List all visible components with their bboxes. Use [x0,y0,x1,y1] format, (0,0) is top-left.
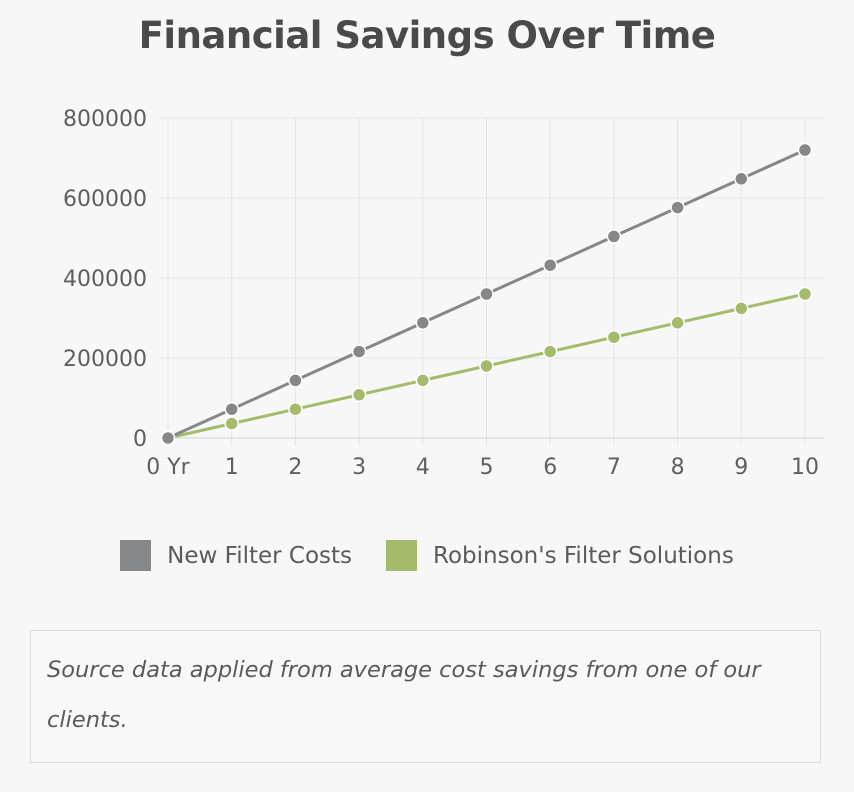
x-tick-label: 7 [607,455,621,480]
data-point [606,329,622,345]
x-tick-label: 4 [416,455,430,480]
line-chart: 0 200000 400000 600000 800000 0 Yr 1 2 3 4 5 6 7 8 9 10 [63,107,824,480]
data-point [797,142,813,158]
data-point [606,229,622,244]
data-point [479,358,494,374]
data-point [415,373,431,388]
data-point [797,286,813,302]
legend-label-robinsons-filter-solutions: Robinson's Filter Solutions [433,542,734,569]
y-tick-label: 600000 [63,187,147,212]
data-point [479,286,494,302]
x-tick-label: 9 [734,455,748,480]
y-tick-label: 0 [133,427,147,452]
data-point [670,315,685,331]
data-point [288,373,303,388]
data-point [734,301,749,316]
data-point [415,315,431,331]
x-tick-label: 8 [671,455,685,480]
data-point [351,387,367,403]
x-tick-label: 2 [288,455,302,480]
y-tick-label: 400000 [63,267,147,292]
data-point [542,344,558,359]
data-point [542,257,558,273]
x-tick-label: 10 [791,455,819,480]
x-tick-label: 3 [352,455,366,480]
y-tick-label: 200000 [63,347,147,372]
data-point [288,401,303,417]
data-point [734,171,749,187]
chart-legend: New Filter Costs Robinson's Filter Solut… [0,540,854,571]
x-tick-label: 0 Yr [146,455,190,480]
data-point [670,200,685,215]
legend-label-new-filter-costs: New Filter Costs [167,542,353,569]
legend-item-robinsons-filter-solutions[interactable]: Robinson's Filter Solutions [386,540,734,571]
legend-item-new-filter-costs[interactable]: New Filter Costs [120,540,352,571]
legend-swatch-robinsons-filter-solutions [386,540,418,571]
x-tick-label: 6 [543,455,557,480]
x-tick-label: 1 [225,455,239,480]
data-point [160,430,176,446]
chart-title: Financial Savings Over Time [138,14,716,57]
y-tick-label: 800000 [63,107,147,132]
legend-swatch-new-filter-costs [120,540,152,571]
data-point [351,344,367,359]
data-point [224,401,239,417]
x-tick-label: 5 [480,455,494,480]
source-note-box: Source data applied from average cost sa… [30,630,821,763]
source-note-text: Source data applied from average cost sa… [47,657,761,733]
data-point [224,416,239,431]
